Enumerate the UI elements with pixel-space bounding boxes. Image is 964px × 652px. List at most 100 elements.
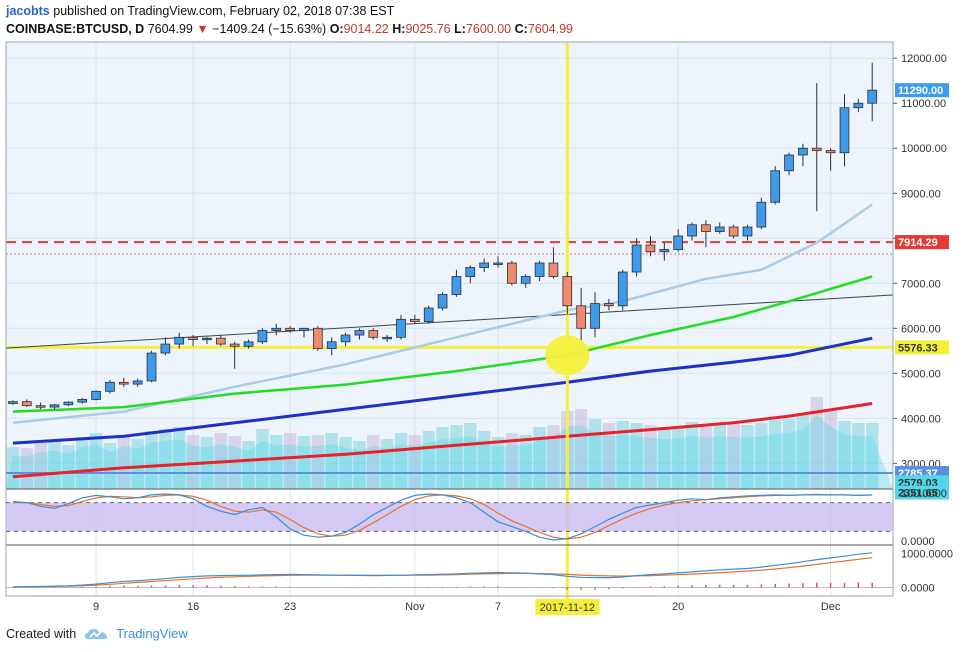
high-label: H:: [392, 22, 406, 36]
candle-body: [756, 201, 767, 228]
price-tick-label: 7000.00: [901, 278, 941, 290]
candle-body: [437, 294, 448, 309]
date-tick-label: 7: [495, 601, 501, 613]
candle-body: [91, 390, 101, 400]
candle-body: [728, 226, 739, 237]
candle-body: [673, 235, 684, 250]
volume-bar: [131, 439, 144, 489]
candle-body: [604, 303, 614, 307]
candle-body: [368, 330, 379, 338]
plot-border: [5, 41, 894, 597]
moving-average-line: [12, 402, 873, 479]
stoch-band: [6, 502, 893, 532]
stoch-axis-label: 100.0000: [901, 488, 947, 500]
volume-bar: [574, 409, 588, 489]
tradingview-cloud-icon: [85, 628, 108, 639]
macd-axis-label: 0.0000: [901, 583, 935, 595]
volume-bar: [796, 415, 810, 489]
moving-average-line: [12, 275, 873, 413]
candle-body: [548, 262, 559, 277]
author-link[interactable]: jacobts: [6, 4, 50, 18]
volume-bar: [768, 420, 782, 489]
candle-body: [174, 336, 185, 345]
symbol-line: COINBASE:BTCUSD, D 7604.99 ▼ −1409.24 (−…: [6, 22, 573, 36]
volume-bar: [838, 421, 851, 489]
tradingview-brand-link[interactable]: TradingView: [116, 626, 188, 641]
volume-bar: [824, 411, 837, 489]
price-tag-label: 5576.33: [898, 342, 938, 354]
volume-bar: [48, 441, 61, 489]
stoch-axis-label: 0.0000: [901, 536, 935, 548]
volume-bar: [505, 433, 519, 489]
low-label: L:: [454, 22, 466, 36]
volume-bar: [103, 443, 117, 489]
candle-body: [229, 343, 240, 347]
candle-body: [271, 327, 282, 331]
symbol-label[interactable]: COINBASE:BTCUSD, D: [6, 22, 145, 36]
candle-body: [160, 343, 171, 354]
macd-line: [12, 552, 873, 588]
candle-body: [451, 276, 462, 295]
candle-body: [21, 401, 32, 407]
highlight-date-box: [535, 599, 600, 615]
date-tick-label: 16: [187, 601, 199, 613]
open-value: 9014.22: [343, 22, 389, 36]
stoch-k-line: [12, 493, 873, 541]
price-tick-label: 6000.00: [901, 323, 941, 335]
volume-bar: [491, 437, 505, 489]
close-label: C:: [514, 22, 528, 36]
volume-bar: [588, 419, 602, 489]
candle-body: [507, 262, 517, 284]
price-tick-label: 9000.00: [901, 188, 941, 200]
price-tag-label: 7914.29: [898, 237, 938, 249]
candle-body: [202, 337, 212, 341]
candle-body: [49, 404, 60, 408]
volume-bar: [75, 437, 89, 489]
volume-bar: [270, 435, 283, 489]
date-tick-label: 20: [672, 601, 684, 613]
price-tag-label: 2351.65: [898, 488, 938, 500]
chart-canvas[interactable]: 12000.0011000.0010000.009000.008000.0070…: [0, 0, 964, 622]
close-value: 7604.99: [527, 22, 573, 36]
price-tag: [895, 83, 949, 98]
highlight-date-label: 2017-11-12: [540, 602, 595, 614]
candle-body: [105, 381, 115, 392]
volume-bar: [782, 419, 796, 489]
candle-body: [285, 327, 295, 331]
candle-body: [825, 150, 836, 154]
candle-body: [562, 276, 573, 307]
candle-body: [784, 154, 794, 172]
price-tag: [895, 340, 949, 355]
candle-body: [410, 318, 420, 322]
volume-bar: [242, 441, 255, 489]
candle-body: [257, 330, 268, 343]
candle-body: [77, 399, 88, 403]
candle-body: [243, 341, 254, 347]
date-tick-label: 9: [93, 601, 99, 613]
candle-body: [465, 267, 476, 277]
candle-body: [493, 262, 503, 265]
candle-body: [534, 262, 545, 277]
price-pane: [6, 42, 893, 489]
moving-average-line: [12, 336, 873, 445]
candle-body: [340, 334, 351, 343]
price-tick-label: 4000.00: [901, 413, 941, 425]
candle-body: [742, 226, 753, 237]
footer: Created with TradingView: [6, 626, 188, 641]
volume-ma-area: [6, 415, 893, 489]
candle-body: [590, 303, 600, 329]
volume-bar: [145, 431, 158, 489]
candle-body: [146, 352, 157, 382]
volume-bar: [325, 433, 338, 489]
date-tick-label: Dec: [821, 601, 841, 613]
high-value: 9025.76: [405, 22, 451, 36]
published-text: published on TradingView.com, February 0…: [53, 4, 395, 18]
price-tick-label: 10000.00: [901, 143, 947, 155]
volume-bar: [283, 433, 297, 489]
candle-body: [853, 102, 864, 109]
candle-body: [396, 318, 406, 338]
volume-bar: [34, 443, 47, 489]
candle-body: [867, 89, 878, 104]
candle-body: [687, 224, 697, 237]
candle-body: [354, 330, 365, 336]
